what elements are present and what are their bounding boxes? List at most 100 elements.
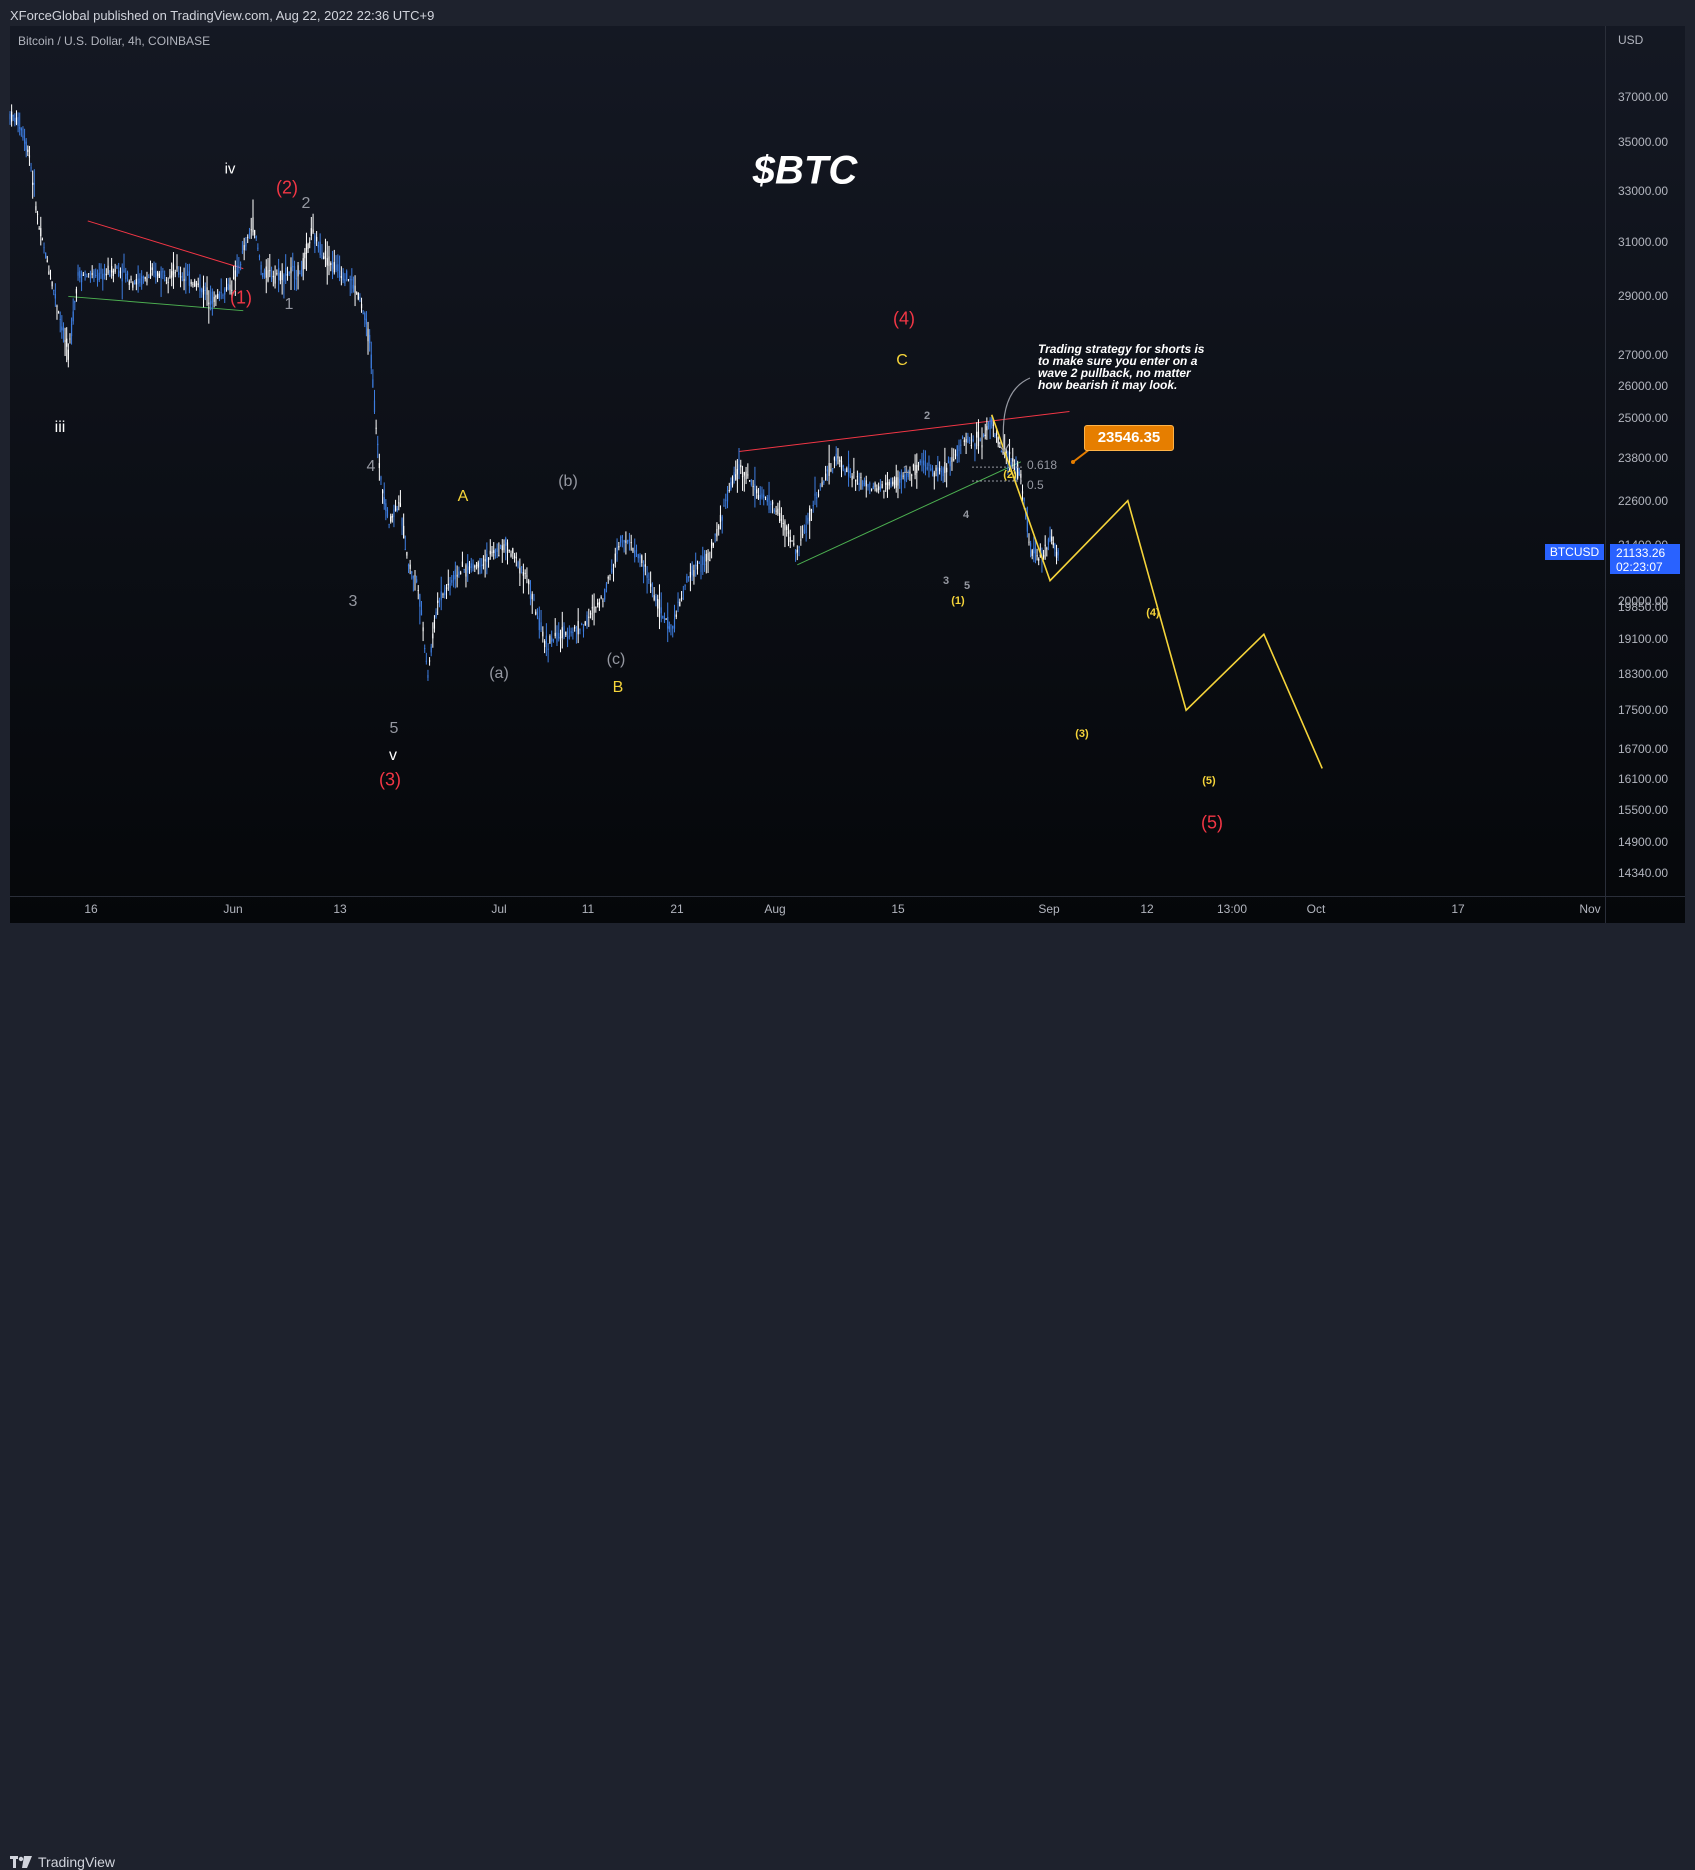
candle-body [169,275,171,278]
candle-body [526,575,528,577]
candle-body [428,660,431,662]
candle-body [1057,549,1059,556]
candle-body [74,300,76,303]
candle-body [905,473,908,476]
candle-body [881,484,883,489]
currency-label[interactable]: USD [1618,33,1644,47]
candle-body [383,497,385,505]
candle-body [265,266,267,278]
candle-body [286,274,289,276]
wave-label-22: 5 [963,580,971,592]
strategy-arrow [1002,377,1031,451]
candle-body [675,614,677,617]
candle-body [545,635,547,644]
candle-body [174,272,176,274]
wave-label-2: (1) [230,287,252,308]
candle-body [309,242,311,244]
candle-body [528,580,530,585]
tradingview-logo[interactable]: TradingView [10,1854,115,1870]
candle-body [391,516,393,518]
candle-body [335,264,337,271]
candle-body [61,326,63,331]
price-tick-5: 27000.00 [1618,347,1669,362]
trendline-1 [68,295,244,312]
candle-body [668,626,670,630]
time-tick-9: 12 [1140,902,1154,916]
candle-body [285,267,287,276]
time-tick-4: 11 [581,902,595,916]
candle-body [921,461,923,463]
price-callout: 23546.35 [1084,425,1174,451]
candle-body [260,265,262,270]
candle-body [452,575,455,581]
candle-body [673,619,676,629]
candle-body [914,464,916,476]
candle-body [419,594,421,607]
candle-body [665,618,667,620]
candle-body [535,611,537,615]
candle-body [494,548,497,557]
candle-body [293,266,296,279]
candle-body [77,272,79,276]
candle-body [1036,555,1038,557]
candle-body [867,484,869,488]
candle-body [1047,539,1050,546]
candle-body [779,513,781,522]
candle-body [832,468,834,470]
candle-body [195,283,198,287]
price-series [9,104,1059,681]
candle-body [561,627,563,638]
candle-body [338,270,341,278]
candle-body [25,141,27,150]
wave-label-10: (3) [379,769,401,790]
candle-body [522,571,524,576]
candle-body [581,623,583,626]
candle-body [12,115,14,117]
candle-body [733,472,735,477]
candle-body [326,258,328,266]
candle-body [714,534,716,536]
candle-body [179,276,182,278]
price-tick-4: 29000.00 [1618,289,1669,304]
candle-body [987,422,990,427]
candle-body [997,437,999,444]
candle-body [58,312,60,314]
candle-body [215,295,217,298]
candle-body [750,480,752,485]
candle-body [679,601,681,607]
candle-body [1010,462,1012,466]
candle-body [740,465,742,468]
chart-canvas[interactable] [0,0,1695,958]
chart-area[interactable] [10,26,1685,923]
candle-body [572,632,574,634]
candle-body [263,270,266,275]
candle-body [1026,520,1028,532]
candle-body [667,617,669,629]
candle-body [853,471,855,473]
candle-body [390,516,392,522]
price-tick-7: 25000.00 [1618,411,1669,426]
publish-bar: XForceGlobal published on TradingView.co… [0,0,1695,30]
candle-body [344,279,346,284]
wave-label-11: A [457,488,469,505]
candle-body [533,598,535,600]
candle-body [41,239,43,241]
candle-body [612,564,615,566]
symbol-legend[interactable]: Bitcoin / U.S. Dollar, 4h, COINBASE [18,34,211,48]
time-tick-11: Oct [1306,902,1326,916]
candle-body [786,526,788,531]
last-price-symbol: BTCUSD [1545,544,1604,560]
candle-body [651,590,654,592]
candle-body [43,247,45,249]
candle-body [628,539,631,541]
candle-body [747,474,749,476]
candle-body [206,287,208,295]
candle-body [931,467,934,472]
candle-body [869,483,871,485]
candle-body [278,267,280,281]
candle-body [420,610,423,616]
candle-body [412,575,414,579]
candle-body [279,272,281,281]
candle-body [449,582,451,589]
candle-body [1008,451,1011,455]
